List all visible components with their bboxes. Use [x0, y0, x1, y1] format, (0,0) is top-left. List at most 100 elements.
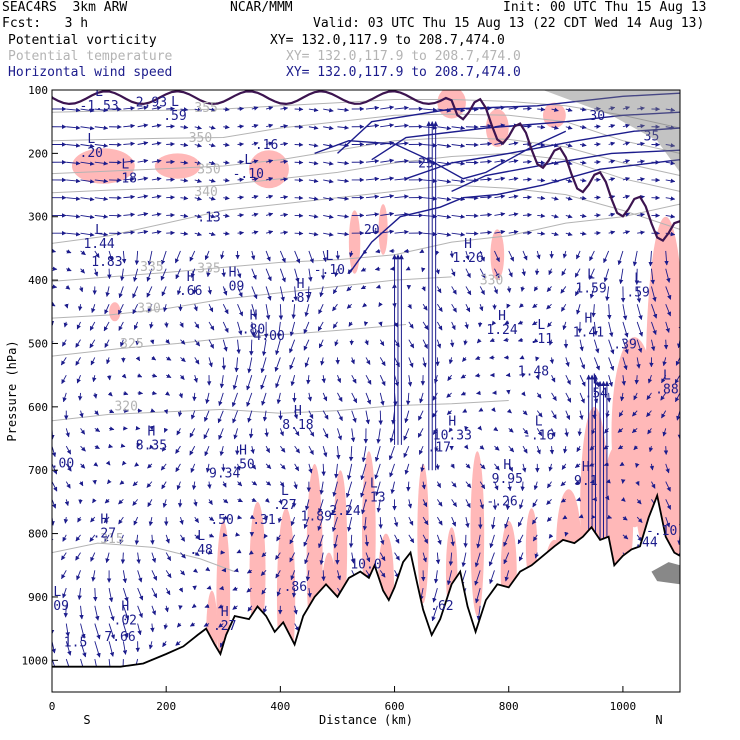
wind-vector: [408, 357, 414, 368]
wind-vector: [405, 392, 411, 406]
wind-vector: [207, 481, 212, 489]
wind-vector: [494, 250, 500, 263]
pv-region: [542, 102, 566, 129]
wind-vector: [166, 195, 175, 200]
wind-vector: [488, 552, 495, 567]
pv-extremum-marker: L: [95, 223, 103, 238]
wind-vector: [335, 250, 341, 260]
wind-vector: [360, 463, 367, 481]
wind-vector: [403, 445, 410, 458]
pv-extremum-marker: L: [592, 373, 600, 388]
wind-vector: [533, 286, 539, 292]
wind-vector: [220, 250, 225, 260]
wind-vector: [517, 534, 524, 545]
wind-vector: [174, 250, 181, 264]
wind-vector: [508, 105, 519, 111]
wind-vector: [679, 215, 680, 216]
wind-vector: [149, 444, 154, 450]
wind-vector: [506, 286, 512, 293]
wind-vector: [476, 534, 481, 549]
wind-vector: [464, 321, 469, 330]
wind-vector: [551, 231, 559, 237]
wind-vector: [665, 143, 676, 148]
wind-vector: [622, 194, 631, 200]
wind-vector: [223, 195, 230, 201]
wind-vector: [479, 304, 484, 312]
wind-vector: [61, 374, 67, 384]
wind-vector: [517, 516, 524, 527]
wind-vector: [279, 481, 285, 487]
wind-vector: [475, 355, 481, 360]
wind-vector: [423, 214, 438, 219]
wind-vector: [637, 106, 645, 111]
wind-vector: [233, 428, 238, 440]
wind-vector: [665, 286, 672, 300]
model-title: SEAC4RS 3km ARW: [2, 0, 128, 15]
wind-vector: [389, 463, 395, 478]
wind-vector: [308, 445, 314, 455]
wind-vector: [446, 392, 452, 398]
wind-vector: [280, 177, 289, 182]
wind-vector: [563, 446, 568, 454]
pv-extremum-marker: L: [281, 484, 289, 499]
pv-extremum-marker: H: [121, 600, 129, 615]
wind-vector: [308, 410, 314, 420]
wind-vector: [308, 178, 319, 184]
wind-vector: [651, 481, 656, 489]
wind-vector: [393, 321, 399, 328]
wind-vector: [393, 516, 399, 528]
wind-vector: [66, 267, 72, 272]
wind-vector: [480, 212, 493, 218]
wind-vector: [165, 570, 172, 579]
wind-vector: [191, 603, 197, 609]
wind-vector: [265, 286, 272, 301]
field-xy-wind: XY= 132.0,117.9 to 208.7,474.0: [286, 65, 521, 80]
wind-vector: [565, 357, 570, 367]
wind-vector: [634, 375, 639, 385]
pv-value-label: 4.00: [254, 329, 285, 344]
pv-region: [333, 470, 348, 623]
wind-vector: [289, 534, 296, 545]
wind-vector: [508, 427, 514, 433]
wind-vector: [176, 622, 182, 628]
wind-vector: [237, 106, 245, 112]
pv-extremum-marker: L: [95, 85, 103, 100]
wind-vector: [307, 588, 312, 598]
wind-vector: [622, 534, 629, 540]
wind-vector: [208, 143, 216, 148]
wind-vector: [451, 499, 457, 507]
pv-value-label: .16: [255, 138, 278, 153]
pv-value-label: 9.1: [574, 474, 597, 489]
wind-vector: [408, 339, 415, 349]
wind-vector: [294, 428, 300, 437]
wind-vector: [105, 286, 110, 297]
wind-vector: [360, 481, 367, 498]
wind-vector: [451, 178, 466, 184]
wind-vector: [403, 428, 410, 441]
wind-vector: [394, 357, 400, 368]
pv-extremum-marker: L: [171, 95, 179, 110]
wind-vector: [280, 159, 289, 164]
pv-value-label: .20: [80, 146, 103, 161]
wind-vector: [175, 445, 181, 454]
wind-vector: [337, 410, 343, 422]
wind-vector: [136, 552, 141, 564]
wind-vector: [389, 266, 395, 271]
wind-vector: [78, 481, 84, 487]
wind-vector: [221, 357, 227, 371]
wind-vector: [637, 141, 645, 147]
wind-vector: [374, 266, 381, 272]
wind-vector: [251, 194, 259, 200]
wind-vector: [506, 303, 511, 309]
wind-vector: [305, 570, 311, 582]
pv-value-label: .39: [613, 337, 636, 352]
pv-value-label: 9.34: [209, 466, 240, 481]
wind-vector: [289, 339, 296, 354]
wind-vector: [122, 641, 128, 655]
wind-vector: [52, 481, 58, 492]
wind-vector: [94, 161, 109, 166]
wind-vector: [180, 534, 186, 542]
wind-vector: [151, 587, 158, 599]
wind-vector: [122, 605, 130, 621]
wind-vector: [248, 428, 254, 439]
